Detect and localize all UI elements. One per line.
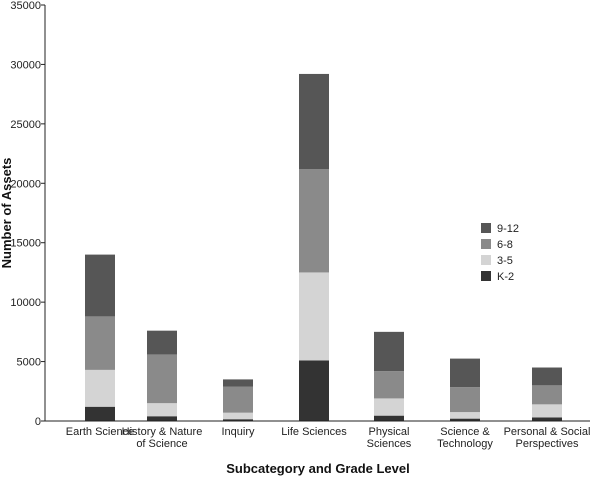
- bar-segment-9-12: [374, 331, 404, 372]
- bar-segment-K-2: [85, 406, 115, 421]
- x-category-label: Inquiry: [221, 426, 255, 438]
- legend-swatch-K-2: [481, 271, 491, 281]
- y-tick-label: 25000: [10, 119, 41, 131]
- bar-segment-6-8: [85, 316, 115, 370]
- bar-segment-6-8: [299, 169, 329, 273]
- x-category-label: History & Nature of Science: [122, 426, 203, 450]
- bar-segment-9-12: [450, 358, 480, 388]
- bar-segment-3-5: [223, 412, 253, 420]
- axes: [44, 5, 590, 422]
- legend: 9-12 6-8 3-5 K-2: [481, 223, 519, 283]
- bar-segment-K-2: [532, 417, 562, 421]
- bar-segment-9-12: [223, 379, 253, 387]
- y-tick-label: 5000: [17, 357, 41, 369]
- bar-segment-3-5: [147, 403, 177, 417]
- x-category-label: Physical Sciences: [367, 426, 412, 450]
- bar-segment-6-8: [374, 371, 404, 399]
- bar-segment-6-8: [147, 354, 177, 404]
- bar-segment-6-8: [223, 386, 253, 413]
- bar-segment-6-8: [532, 385, 562, 405]
- x-category-label: Science & Technology: [437, 426, 493, 450]
- x-axis-title: Subcategory and Grade Level: [226, 461, 410, 476]
- bar-segment-6-8: [450, 387, 480, 413]
- x-category-label: Earth Science: [66, 426, 134, 438]
- y-axis-ticks: 0 5000 10000 15000 20000 25000 30000 35000: [10, 0, 45, 428]
- legend-swatch-3-5: [481, 255, 491, 265]
- y-tick-label: 15000: [10, 238, 41, 250]
- bar-segment-K-2: [374, 415, 404, 421]
- y-tick-label: 30000: [10, 59, 41, 71]
- bar-segment-K-2: [147, 416, 177, 421]
- bar-segment-K-2: [223, 419, 253, 421]
- y-tick-label: 10000: [10, 297, 41, 309]
- x-category-label: Personal & Social Perspectives: [504, 426, 591, 450]
- bar-segment-9-12: [299, 73, 329, 170]
- bar-segment-9-12: [532, 367, 562, 386]
- y-axis-title: Number of Assets: [0, 158, 14, 269]
- legend-swatch-9-12: [481, 223, 491, 233]
- legend-label: 6-8: [497, 239, 513, 251]
- y-tick-label: 20000: [10, 178, 41, 190]
- bar-segment-3-5: [532, 404, 562, 418]
- bar-segment-9-12: [85, 254, 115, 317]
- bar-segment-K-2: [450, 418, 480, 421]
- bar-segment-K-2: [299, 360, 329, 421]
- legend-label: K-2: [497, 271, 514, 283]
- bar-segment-3-5: [85, 369, 115, 407]
- bar-segment-3-5: [374, 398, 404, 416]
- bar-segment-9-12: [147, 330, 177, 355]
- legend-label: 3-5: [497, 255, 513, 267]
- bar-segment-3-5: [450, 412, 480, 419]
- legend-swatch-6-8: [481, 239, 491, 249]
- bar-segment-3-5: [299, 272, 329, 361]
- y-tick-label: 35000: [10, 0, 41, 12]
- y-tick-label: 0: [35, 416, 41, 428]
- x-category-label: Life Sciences: [281, 426, 347, 438]
- legend-label: 9-12: [497, 223, 519, 235]
- bars: [85, 73, 562, 421]
